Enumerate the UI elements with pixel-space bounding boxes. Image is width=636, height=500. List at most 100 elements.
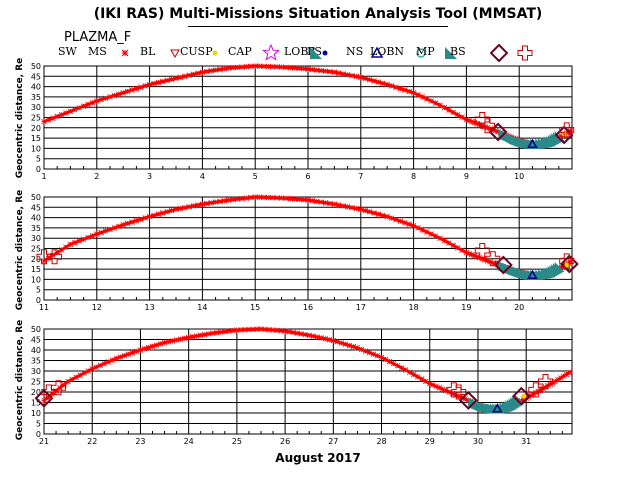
legend-symbol-triangle-down-icon: [170, 49, 180, 59]
legend-symbol-wedge-icon: [310, 47, 322, 59]
orbit-point: [274, 195, 280, 201]
y-tick-label: 30: [31, 234, 41, 243]
orbit-point: [129, 350, 136, 356]
panel-2: 11 12 13 14 15 16 17 18 19 2005101520253035404550…: [15, 190, 579, 312]
orbit-point: [124, 220, 131, 227]
orbit-point: [314, 334, 321, 340]
orbit-point: [149, 343, 156, 350]
x-tick-label: 16: [303, 303, 313, 312]
orbit-point: [437, 102, 443, 108]
orbit-point: [371, 210, 377, 216]
orbit-point: [292, 65, 298, 71]
orbit-point: [76, 238, 82, 244]
orbit-point: [133, 85, 140, 92]
orbit-point: [142, 83, 148, 89]
orbit-point: [537, 387, 544, 393]
orbit-point: [370, 351, 377, 357]
y-tick-label: 20: [31, 255, 41, 264]
orbit-point: [185, 334, 192, 341]
orbit-point: [298, 331, 304, 337]
orbit-point: [182, 204, 188, 211]
x-tick-label: 4: [200, 172, 205, 181]
x-tick-label: 31: [521, 437, 531, 446]
x-tick-label: 27: [328, 437, 338, 446]
cross-point: [474, 112, 490, 128]
orbit-point: [266, 326, 272, 333]
orbit-point: [336, 202, 342, 208]
orbit-point: [415, 225, 421, 231]
orbit-point: [58, 247, 65, 253]
orbit-point: [113, 355, 120, 362]
orbit-point: [362, 348, 369, 354]
orbit-point: [111, 92, 118, 99]
orbit-point: [270, 327, 276, 333]
x-tick-label: 7: [358, 172, 363, 181]
orbit-point: [366, 349, 373, 356]
orbit-point: [310, 333, 317, 339]
orbit-point: [393, 84, 399, 91]
orbit-point: [161, 339, 168, 346]
y-tick-label: 0: [36, 296, 41, 305]
orbit-point: [50, 115, 56, 121]
orbit-point: [217, 66, 223, 73]
x-tick-label: 11: [39, 303, 49, 312]
x-tick-label: 29: [425, 437, 435, 446]
orbit-point: [410, 371, 417, 378]
orbit-point: [318, 199, 324, 205]
y-tick-label: 45: [31, 203, 41, 212]
orbit-point: [239, 64, 245, 70]
orbit-point: [322, 68, 329, 74]
orbit-point: [287, 195, 294, 202]
orbit-point: [226, 328, 232, 334]
orbit-point: [418, 376, 425, 382]
legend-symbol-asterisk-icon: [121, 49, 129, 57]
orbit-point: [441, 237, 448, 244]
orbit-point: [466, 250, 472, 257]
orbit-point: [326, 336, 333, 343]
orbit-point: [234, 64, 241, 71]
orbit-point: [419, 227, 426, 233]
bow-shock-point: [559, 254, 579, 274]
orbit-point: [535, 388, 542, 395]
orbit-point: [54, 113, 60, 120]
y-tick-label: 25: [31, 378, 41, 387]
orbit-point: [428, 231, 434, 237]
x-tick-label: 19: [461, 303, 471, 312]
orbit-point: [261, 194, 267, 201]
legend-symbol-wedge-icon: [445, 47, 457, 59]
orbit-point: [406, 221, 412, 228]
orbit-point: [85, 368, 91, 374]
legend-symbol-triangle-up-icon: [370, 46, 384, 58]
orbit-point: [209, 330, 216, 336]
orbit-point: [63, 244, 69, 250]
orbit-point: [258, 326, 264, 332]
orbit-point: [204, 68, 210, 75]
orbit-point: [256, 194, 263, 200]
orbit-point: [186, 72, 192, 79]
y-tick-label: 45: [31, 336, 41, 345]
orbit-point: [243, 63, 250, 70]
orbit-point: [77, 372, 83, 378]
y-tick-label: 5: [36, 155, 41, 164]
orbit-point: [309, 66, 316, 73]
cross-point: [47, 249, 63, 265]
orbit-point: [384, 213, 390, 220]
orbit-point: [353, 73, 360, 80]
orbit-point: [394, 362, 401, 369]
orbit-point: [287, 64, 294, 71]
orbit-point: [190, 71, 197, 78]
bow-shock-point: [511, 386, 531, 406]
orbit-point: [441, 104, 448, 111]
orbit-point: [155, 79, 162, 86]
orbit-point: [137, 347, 144, 353]
orbit-point: [67, 241, 74, 248]
orbit-point: [495, 129, 501, 135]
orbit-point: [160, 210, 166, 216]
orbit-point: [557, 375, 564, 381]
orbit-point: [558, 264, 565, 270]
orbit-point: [226, 197, 232, 203]
x-tick-label: 13: [145, 303, 155, 312]
y-tick-label: 35: [31, 357, 41, 366]
y-tick-label: 25: [31, 245, 41, 254]
